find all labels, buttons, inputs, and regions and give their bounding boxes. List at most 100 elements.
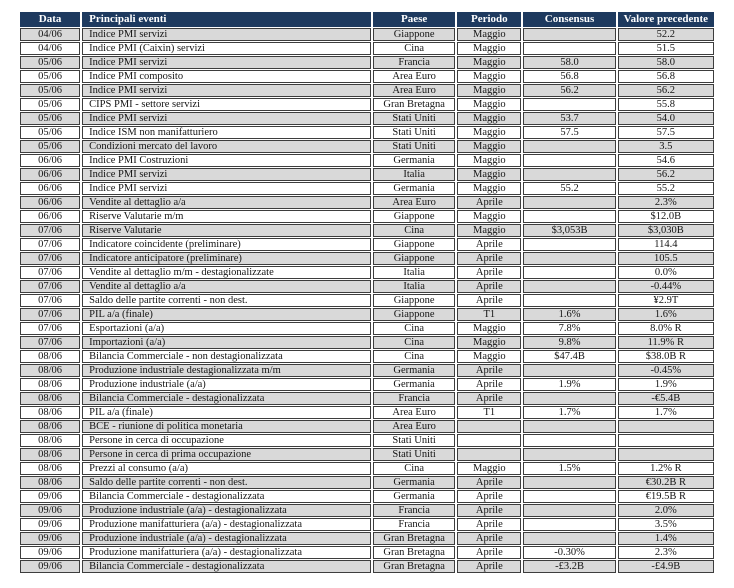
cell-paese: Giappone [373,294,456,307]
cell-valore: €19.5B R [617,490,714,503]
table-row: 05/06 Indice PMI composito Area Euro Maggio… [20,70,714,83]
cell-periodo [457,448,522,461]
cell-consensus: 56.2 [523,84,616,97]
table-row: 09/06 Bilancia Commerciale - destagionali… [20,490,714,503]
cell-evento: Indice PMI servizi [82,168,372,181]
cell-paese: Area Euro [373,420,456,433]
cell-data: 04/06 [20,28,81,41]
cell-consensus: 1.9% [523,378,616,391]
table-row: 09/06 Produzione manifatturiera (a/a) - d… [20,518,714,531]
cell-data: 05/06 [20,126,81,139]
cell-valore: 8.0% R [617,322,714,335]
cell-periodo: Aprile [457,490,522,503]
cell-consensus [523,420,616,433]
cell-consensus: -£3.2B [523,560,616,573]
cell-valore: -€5.4B [617,392,714,405]
cell-valore: 1.2% R [617,462,714,475]
cell-data: 07/06 [20,336,81,349]
cell-data: 08/06 [20,378,81,391]
cell-paese: Stati Uniti [373,112,456,125]
cell-evento: Indice PMI (Caixin) servizi [82,42,372,55]
cell-paese: Area Euro [373,196,456,209]
cell-consensus [523,280,616,293]
table-row: 08/06 Saldo delle partite correnti - non … [20,476,714,489]
cell-consensus: $47.4B [523,350,616,363]
cell-valore: €30.2B R [617,476,714,489]
cell-paese: Francia [373,56,456,69]
cell-consensus [523,532,616,545]
cell-periodo: Aprile [457,546,522,559]
cell-periodo: Aprile [457,266,522,279]
cell-consensus [523,28,616,41]
cell-valore [617,434,714,447]
table-row: 06/06 Indice PMI servizi Germania Maggio 55.… [20,182,714,195]
cell-periodo: T1 [457,308,522,321]
cell-paese: Giappone [373,308,456,321]
cell-consensus: -0.30% [523,546,616,559]
cell-periodo: Maggio [457,350,522,363]
cell-evento: Vendite al dettaglio m/m - destagionaliz… [82,266,372,279]
table-row: 07/06 Indicatore anticipatore (preliminar… [20,252,714,265]
cell-evento: Saldo delle partite correnti - non dest. [82,294,372,307]
table-row: 06/06 Vendite al dettaglio a/a Area Euro Ap… [20,196,714,209]
cell-paese: Italia [373,280,456,293]
cell-valore: 114.4 [617,238,714,251]
cell-valore: 56.8 [617,70,714,83]
cell-consensus [523,238,616,251]
table-row: 07/06 Vendite al dettaglio m/m - destagio… [20,266,714,279]
table-row: 08/06 Persone in cerca di prima occupazio… [20,448,714,461]
cell-evento: Indice PMI Costruzioni [82,154,372,167]
cell-periodo: Maggio [457,140,522,153]
cell-valore: 2.3% [617,196,714,209]
cell-evento: BCE - riunione di politica monetaria [82,420,372,433]
cell-consensus [523,154,616,167]
cell-paese: Giappone [373,252,456,265]
cell-paese: Giappone [373,210,456,223]
cell-paese: Cina [373,350,456,363]
cell-consensus: 58.0 [523,56,616,69]
cell-paese: Cina [373,336,456,349]
cell-periodo: Aprile [457,196,522,209]
cell-periodo: Maggio [457,322,522,335]
cell-data: 07/06 [20,322,81,335]
cell-consensus: 56.8 [523,70,616,83]
cell-data: 07/06 [20,266,81,279]
cell-evento: Bilancia Commerciale - non destagionaliz… [82,350,372,363]
cell-data: 07/06 [20,294,81,307]
cell-valore: 55.2 [617,182,714,195]
cell-paese: Italia [373,266,456,279]
cell-paese: Cina [373,42,456,55]
cell-paese: Giappone [373,28,456,41]
cell-evento: Persone in cerca di occupazione [82,434,372,447]
cell-evento: Produzione industriale (a/a) - destagion… [82,532,372,545]
cell-valore: 1.4% [617,532,714,545]
table-row: 06/06 Indice PMI Costruzioni Germania Maggi… [20,154,714,167]
cell-paese: Francia [373,518,456,531]
cell-evento: PIL a/a (finale) [82,308,372,321]
cell-periodo: Aprile [457,504,522,517]
cell-data: 07/06 [20,308,81,321]
cell-periodo: Maggio [457,182,522,195]
cell-paese: Stati Uniti [373,448,456,461]
cell-data: 06/06 [20,182,81,195]
cell-consensus [523,294,616,307]
cell-paese: Germania [373,182,456,195]
cell-periodo: Maggio [457,42,522,55]
cell-periodo: Maggio [457,84,522,97]
cell-paese: Stati Uniti [373,126,456,139]
cell-consensus [523,98,616,111]
cell-data: 09/06 [20,560,81,573]
cell-valore: 0.0% [617,266,714,279]
cell-periodo: Maggio [457,112,522,125]
cell-paese: Germania [373,490,456,503]
table-row: 05/06 Indice PMI servizi Stati Uniti Maggio… [20,112,714,125]
cell-evento: Saldo delle partite correnti - non dest. [82,476,372,489]
cell-periodo: Maggio [457,28,522,41]
cell-data: 04/06 [20,42,81,55]
cell-data: 09/06 [20,490,81,503]
cell-paese: Stati Uniti [373,140,456,153]
cell-evento: Indice PMI servizi [82,182,372,195]
economic-calendar-table: Data Principali eventi Paese Periodo Consens… [18,11,716,574]
cell-valore: -0.44% [617,280,714,293]
